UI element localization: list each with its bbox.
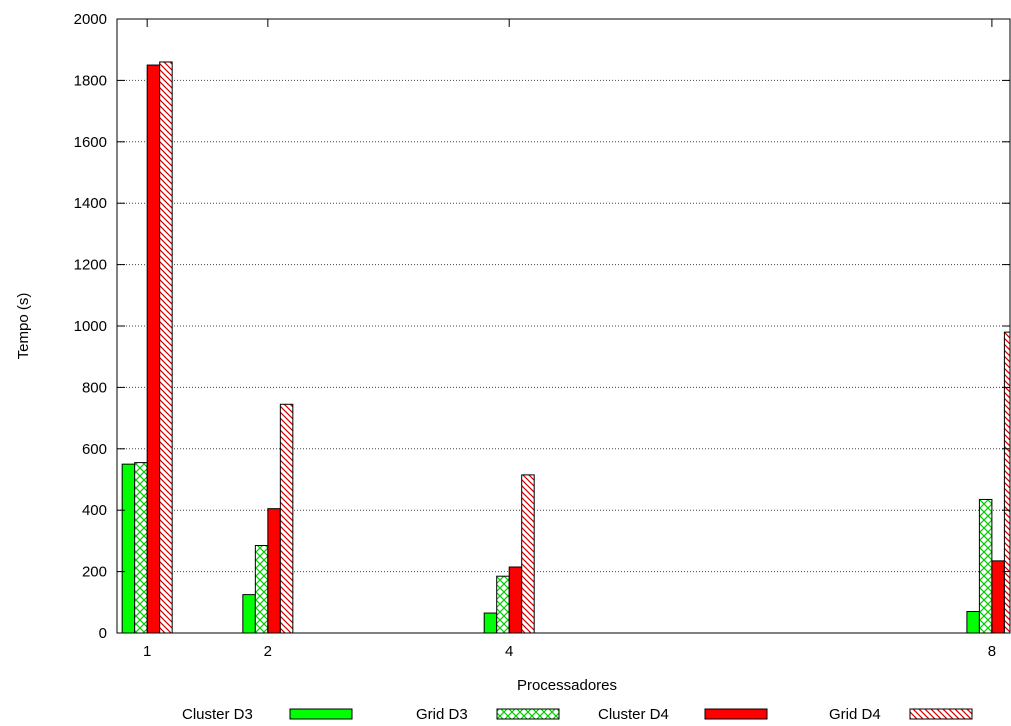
bar-grid-d4	[279, 403, 294, 633]
y-tick-label: 2000	[74, 11, 107, 28]
legend-label: Cluster D3	[182, 706, 253, 723]
bar-cluster-d3	[966, 611, 980, 633]
bar-grid-d4	[1003, 331, 1010, 633]
legend-label: Grid D3	[416, 706, 468, 723]
y-tick-label: 400	[82, 502, 107, 519]
legend-swatch	[496, 708, 560, 720]
y-tick-label: 200	[82, 564, 107, 581]
y-tick-label: 1600	[74, 134, 107, 151]
legend-label: Grid D4	[829, 706, 881, 723]
bar-grid-d4	[159, 61, 173, 633]
bar-cluster-d4	[267, 508, 281, 633]
bar-cluster-d4	[146, 64, 161, 633]
legend-swatch	[704, 708, 768, 720]
bar-cluster-d3	[483, 612, 498, 633]
bar-cluster-d3	[242, 594, 256, 633]
bar-cluster-d3	[121, 463, 136, 633]
x-tick-label: 8	[988, 643, 996, 660]
bar-grid-d3	[978, 498, 993, 633]
legend-swatch	[909, 708, 973, 720]
y-tick-label: 1400	[74, 195, 107, 212]
x-axis-label: Processadores	[517, 677, 617, 694]
bar-grid-d3	[254, 545, 269, 633]
bar-grid-d3	[134, 462, 148, 633]
legend: Cluster D3 Grid D3 Cluster D4 Grid D4	[182, 706, 973, 723]
y-tick-label: 0	[99, 625, 107, 642]
axis-ticks: 0 200 400 600 800 1000 1200 1400 1600 1800 2000 1 2 4…	[74, 11, 1010, 660]
bar-grid-d4	[521, 474, 535, 633]
y-tick-label: 800	[82, 379, 107, 396]
legend-swatch	[289, 708, 353, 720]
y-tick-label: 1200	[74, 257, 107, 274]
y-tick-label: 1000	[74, 318, 107, 335]
y-tick-label: 1800	[74, 72, 107, 89]
x-tick-label: 2	[264, 643, 272, 660]
grid-lines	[117, 79, 1010, 573]
x-tick-label: 1	[143, 643, 151, 660]
bar-cluster-d4	[508, 566, 523, 633]
bars	[121, 61, 1010, 633]
bar-grid-d3	[496, 575, 510, 633]
legend-label: Cluster D4	[598, 706, 669, 723]
x-tick-label: 4	[505, 643, 513, 660]
y-axis-label: Tempo (s)	[15, 293, 32, 360]
y-tick-label: 600	[82, 441, 107, 458]
